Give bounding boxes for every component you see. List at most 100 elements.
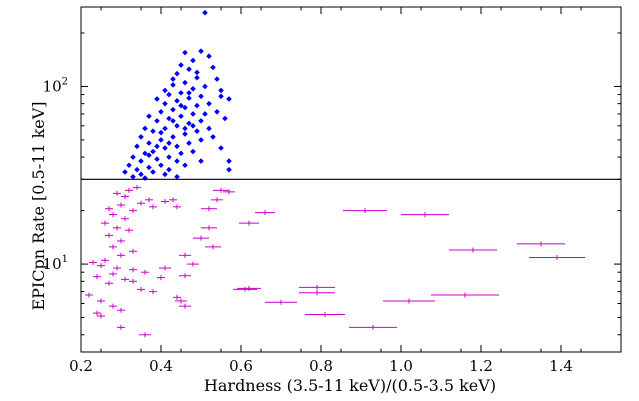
data-point [226,166,232,173]
errorbar-point [173,294,181,300]
data-point [178,90,184,96]
x-tick-label: 0.2 [69,357,93,375]
errorbar-point [179,303,191,309]
x-tick-label: 0.6 [229,357,253,375]
data-point [190,85,196,92]
y-axis-title: EPICpn Rate [0.5-11 keV] [29,101,48,310]
data-point [178,62,184,68]
data-point [162,171,168,178]
data-point [146,152,152,159]
errorbar-point [223,189,235,195]
errorbar-point [157,275,165,281]
data-point [218,93,224,100]
errorbar-point [517,241,565,247]
data-point [150,128,156,134]
data-point [174,98,180,104]
data-point [190,111,196,117]
errorbar-point [121,216,129,222]
errorbar-point [113,265,121,271]
data-point [174,173,180,180]
errorbar-point [239,220,259,226]
errorbar-point [169,197,177,203]
data-point [218,87,224,94]
data-point [198,137,204,143]
data-point [142,150,148,157]
data-point [158,129,164,136]
errorbar-point [93,274,101,280]
errorbar-point [145,197,153,203]
data-point [174,158,180,164]
errorbar-point [109,244,117,250]
data-point [206,100,212,107]
errorbar-point [213,187,229,193]
data-point [130,173,136,180]
errorbar-point [159,265,171,271]
plot-area [85,9,585,338]
data-point [182,104,188,111]
errorbar-point [129,248,137,254]
y-tick-label: 101 [43,254,68,273]
x-tick-label: 1.4 [549,357,573,375]
data-point [178,150,184,157]
data-point [146,164,152,171]
data-point [122,169,128,175]
errorbar-point [121,276,129,282]
data-point [182,79,188,86]
errorbar-point [139,332,151,338]
errorbar-point [97,298,105,304]
errorbar-point [129,278,137,284]
data-point [222,115,228,122]
data-point [174,70,180,77]
errorbar-point [343,208,387,214]
data-point [150,148,156,155]
data-point [202,83,208,90]
data-point [170,82,176,88]
data-point [142,125,148,132]
errorbar-point [105,206,113,212]
data-point [190,123,196,129]
x-tick-label: 1.0 [389,357,413,375]
data-point [166,115,172,122]
data-point [166,154,172,160]
data-point [186,90,192,96]
data-point [214,76,220,82]
data-point [162,100,168,107]
data-point [202,111,208,117]
x-tick-label: 1.2 [469,357,493,375]
data-point [210,64,216,71]
data-point [218,145,224,151]
errorbar-point [233,286,257,292]
data-point [158,137,164,143]
data-point [162,125,168,132]
errorbar-point [265,299,297,305]
errorbar-point [125,227,133,233]
errorbar-point [383,298,435,304]
data-point [154,118,160,124]
data-point [154,143,160,150]
data-point [194,128,200,134]
y-tick-label: 102 [43,76,68,95]
data-point [186,66,192,73]
data-point [166,91,172,98]
errorbar-point [431,292,499,298]
errorbar-point [109,212,117,218]
data-point [170,106,176,113]
data-point [134,166,140,173]
data-point [226,96,232,102]
data-point [162,145,168,151]
data-point [190,57,196,64]
data-point [126,162,132,169]
data-point [170,76,176,82]
errorbar-point [201,225,217,231]
errorbar-point [187,261,199,267]
data-point [166,140,172,146]
errorbar-point [529,254,585,260]
errorbar-point [97,263,105,269]
data-point [198,93,204,100]
errorbar-point [205,244,221,250]
data-point [146,113,152,119]
errorbar-point [129,208,137,214]
data-point [182,125,188,132]
errorbar-point [109,303,117,309]
